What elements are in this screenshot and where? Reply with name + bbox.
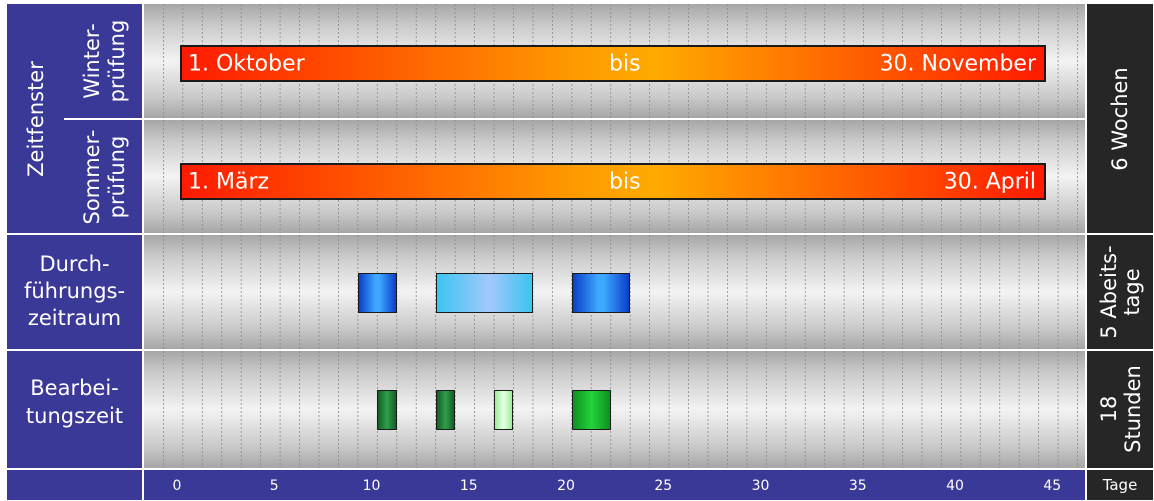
bearbeitung-label-cell: Bearbei- tungszeit — [7, 351, 142, 468]
sommer-bis-label: bis — [609, 169, 641, 194]
wochen-cell: 6 Wochen — [1087, 4, 1153, 233]
axis-tick-label: 10 — [362, 478, 381, 494]
durchfuehrung-label-cell: Durch- führungs- zeitraum — [7, 235, 142, 349]
durchfuehrung-label-line3: zeitraum — [27, 306, 122, 330]
wochen-label: 6 Wochen — [1108, 67, 1132, 171]
durchfuehrung-block-2 — [435, 273, 533, 313]
durchfuehrung-block-3 — [571, 273, 631, 313]
winter-bis-label: bis — [609, 51, 641, 76]
bearbeitung-label-line1: Bearbei- — [30, 376, 119, 400]
winter-label-line2: prüfung — [105, 19, 129, 103]
stunden-label-line2: Stunden — [1121, 365, 1145, 453]
winter-end-label: 30. November — [879, 51, 1036, 76]
bearbeitung-label-line2: tungszeit — [25, 404, 124, 428]
durchfuehrung-block-1 — [357, 273, 397, 313]
stunden-cell: 18 Stunden — [1087, 351, 1153, 468]
winter-label-cell: Winter- prüfung — [64, 4, 142, 118]
tage-cell: Tage — [1087, 470, 1153, 500]
axis-tick-label: 35 — [848, 478, 867, 494]
zeitfenster-label-cell: Zeitfenster — [7, 4, 64, 233]
winter-period-bar: 1. Oktober bis 30. November — [180, 45, 1046, 82]
winter-label-line1: Winter- — [80, 23, 104, 99]
axis-corner-cell — [7, 470, 142, 500]
axis-tick-label: 15 — [459, 478, 478, 494]
bearbeitung-block-1 — [377, 390, 397, 430]
sommer-label-line2: prüfung — [105, 135, 129, 219]
axis-tick-label: 5 — [269, 478, 279, 494]
axis-tick-label: 45 — [1043, 478, 1062, 494]
winter-start-label: 1. Oktober — [188, 51, 305, 76]
durchfuehrung-label-line1: Durch- — [39, 252, 110, 276]
stunden-label-line1: 18 — [1097, 395, 1121, 423]
sommer-label-cell: Sommer- prüfung — [64, 120, 142, 233]
axis-tick-label: 40 — [946, 478, 964, 494]
tage-label: Tage — [1102, 476, 1138, 494]
abeitstage-label-line1: 5 Abeits- — [1097, 245, 1121, 339]
sommer-start-label: 1. März — [188, 169, 270, 194]
sommer-period-bar: 1. März bis 30. April — [180, 163, 1046, 200]
timeline-diagram: Zeitfenster Winter- prüfung Sommer- prüf… — [7, 4, 1153, 500]
axis-tick-label: 25 — [654, 478, 673, 494]
axis-tick-label: 20 — [557, 478, 575, 494]
axis-strip — [144, 470, 1085, 500]
bearbeitung-block-2 — [435, 390, 456, 430]
bearbeitung-block-4 — [571, 390, 611, 430]
sommer-end-label: 30. April — [943, 169, 1036, 194]
bearbeitung-block-3 — [494, 390, 514, 430]
abeitstage-label-line2: tage — [1120, 268, 1144, 316]
durchfuehrung-label-line2: führungs- — [23, 279, 126, 303]
zeitfenster-label: Zeitfenster — [24, 61, 48, 177]
bearbeitung-panel — [144, 351, 1085, 468]
axis-tick-label: 30 — [751, 478, 770, 494]
sommer-label-line1: Sommer- — [80, 129, 104, 225]
axis-tick-label: 0 — [172, 478, 182, 494]
abeitstage-cell: 5 Abeits- tage — [1087, 235, 1153, 349]
